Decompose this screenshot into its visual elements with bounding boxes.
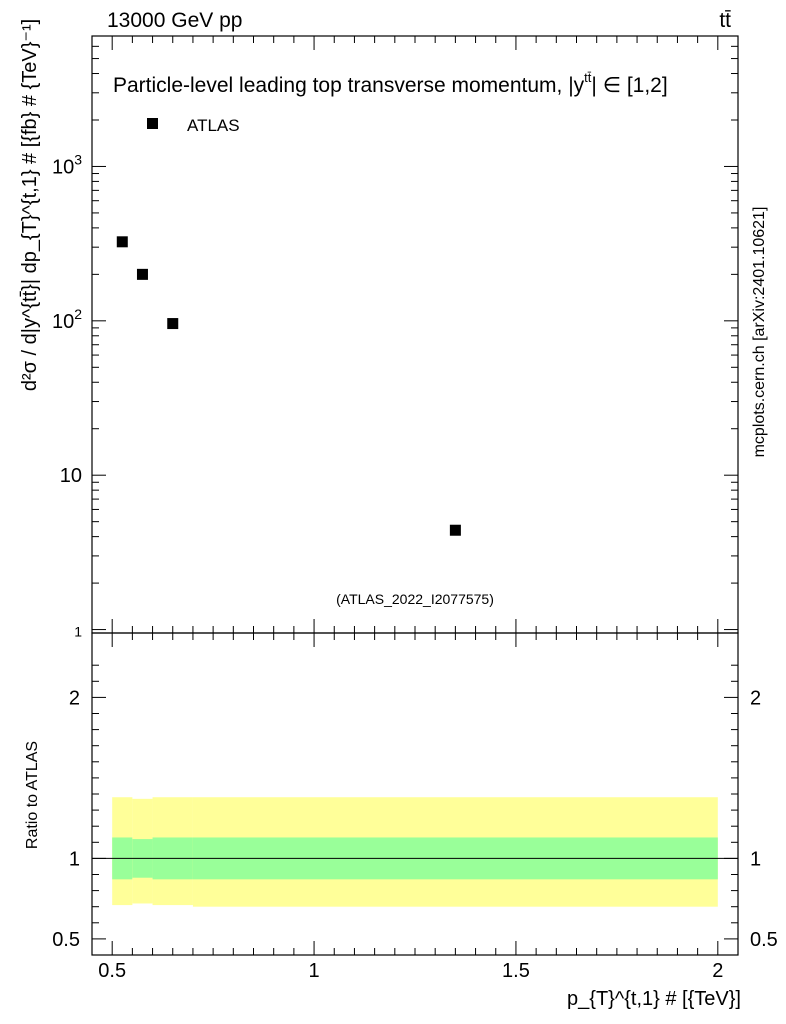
axis-ticks [92, 35, 738, 955]
watermark: mcplots.cern.ch [arXiv:2401.10621] [751, 207, 768, 458]
main-y-tick-label: 103 [52, 151, 82, 178]
ratio-y-tick-label-left: 2 [69, 687, 80, 709]
legend-marker [147, 118, 158, 129]
data-point [167, 318, 179, 330]
ratio-uncertainty-bands [112, 797, 718, 907]
header-right: tt̄ [719, 9, 731, 32]
ratio-y-tick-label-left: 0.5 [52, 929, 80, 951]
data-point [116, 236, 128, 248]
data-point [136, 268, 148, 280]
ratio-y-tick-label-right: 2 [750, 687, 761, 709]
plot-title: Particle-level leading top transverse mo… [113, 70, 668, 97]
data-points [116, 236, 461, 536]
ratio-y-tick-label-right: 0.5 [750, 929, 778, 951]
legend-label: ATLAS [187, 116, 240, 135]
main-y-tick-label: 1 [74, 624, 82, 640]
header-left: 13000 GeV pp [107, 9, 242, 32]
data-point [449, 524, 461, 536]
axis-tick-labels: 0.5 1 1.5 2 1 10 102 103 0.5 0.5 1 1 2 2 [52, 151, 778, 982]
x-tick-label: 1 [309, 960, 320, 982]
x-axis-label: p_{T}^{t,1} # [{TeV}] [567, 988, 741, 1010]
x-tick-label: 2 [712, 960, 723, 982]
main-y-tick-label: 102 [52, 306, 82, 333]
analysis-id: (ATLAS_2022_I2077575) [336, 591, 494, 607]
main-y-tick-label: 10 [60, 465, 82, 487]
ratio-y-axis-label: Ratio to ATLAS [24, 741, 41, 849]
x-tick-label: 1.5 [502, 960, 530, 982]
main-y-axis-label: d²σ / d|y^{tt̄}| dp_{T}^{t,1} # [{fb} # … [19, 19, 41, 391]
ratio-plot-frame [91, 632, 739, 956]
x-tick-label: 0.5 [98, 960, 126, 982]
ratio-y-tick-label-left: 1 [69, 848, 80, 870]
ratio-y-tick-label-right: 1 [750, 848, 761, 870]
